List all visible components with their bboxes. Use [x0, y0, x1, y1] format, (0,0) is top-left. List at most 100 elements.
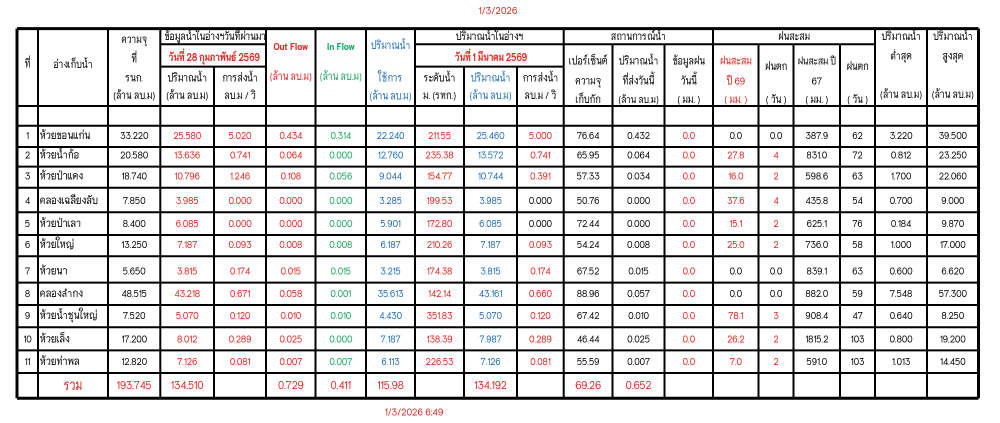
svg-text:65.95: 65.95: [577, 148, 600, 161]
svg-text:0.120: 0.120: [530, 309, 550, 322]
svg-text:ข้อมูลฝน: ข้อมูลฝน: [673, 53, 705, 68]
svg-text:0.0: 0.0: [730, 264, 742, 277]
svg-text:0.000: 0.000: [228, 194, 251, 207]
svg-text:0.289: 0.289: [229, 332, 252, 345]
svg-text:76.64: 76.64: [577, 128, 599, 141]
svg-text:0.015: 0.015: [330, 264, 351, 277]
svg-text:17.000: 17.000: [940, 237, 966, 250]
svg-text:ใช้การ: ใช้การ: [378, 70, 403, 84]
svg-text:25.460: 25.460: [477, 128, 505, 141]
svg-text:7.987: 7.987: [479, 332, 502, 345]
svg-text:0.093: 0.093: [529, 237, 552, 250]
svg-text:0.000: 0.000: [329, 148, 352, 161]
svg-text:0.0: 0.0: [683, 264, 695, 277]
svg-text:0.700: 0.700: [890, 194, 913, 207]
svg-text:ห้วยใหญ่: ห้วยใหญ่: [40, 236, 74, 250]
svg-text:ที่ส่งวันนี้: ที่ส่งวันนี้: [623, 72, 655, 87]
svg-text:5: 5: [25, 216, 30, 229]
svg-text:16.0: 16.0: [728, 169, 743, 182]
svg-text:0.0: 0.0: [683, 148, 695, 161]
svg-text:ห้วยนา: ห้วยนา: [40, 263, 67, 277]
svg-text:50.76: 50.76: [577, 194, 600, 207]
svg-text:0.010: 0.010: [628, 309, 649, 322]
svg-text:0.056: 0.056: [329, 169, 352, 182]
svg-text:(ล้าน ลบ.ม): (ล้าน ลบ.ม): [618, 92, 658, 105]
svg-text:7.126: 7.126: [177, 354, 197, 367]
svg-text:11: 11: [25, 354, 32, 367]
svg-text:48.515: 48.515: [121, 286, 147, 299]
svg-text:คลองลำกง: คลองลำกง: [40, 285, 83, 299]
svg-text:(ล้าน ลบ.ม): (ล้าน ลบ.ม): [470, 87, 512, 101]
svg-text:0.0: 0.0: [683, 332, 695, 345]
svg-text:0.007: 0.007: [627, 354, 650, 367]
svg-text:0.108: 0.108: [280, 169, 301, 182]
svg-text:0.0: 0.0: [730, 286, 742, 299]
svg-text:ม. (รทก.): ม. (รทก.): [423, 87, 456, 101]
svg-text:0.800: 0.800: [890, 332, 913, 345]
svg-text:(ล้าน ลบ.ม): (ล้าน ลบ.ม): [370, 88, 412, 102]
svg-text:3.985: 3.985: [478, 194, 502, 207]
svg-text:ฝนสะสม: ฝนสะสม: [720, 53, 752, 67]
svg-text:0.008: 0.008: [627, 237, 650, 250]
svg-text:0.0: 0.0: [770, 264, 782, 277]
svg-text:142.14: 142.14: [428, 286, 451, 299]
svg-text:4: 4: [772, 148, 778, 161]
svg-text:19.200: 19.200: [940, 332, 966, 345]
svg-text:35.613: 35.613: [377, 286, 404, 299]
svg-text:(ล้าน ลบ.ม): (ล้าน ลบ.ม): [320, 68, 362, 82]
svg-text:1.246: 1.246: [230, 169, 250, 182]
svg-text:13.572: 13.572: [478, 148, 504, 161]
svg-text:3.815: 3.815: [176, 264, 197, 277]
svg-text:ระดับน้ำ: ระดับน้ำ: [424, 70, 455, 84]
svg-text:9.870: 9.870: [941, 216, 964, 229]
svg-text:ปริมาณน้ำ: ปริมาณน้ำ: [881, 28, 921, 42]
svg-text:0.064: 0.064: [279, 148, 302, 161]
svg-text:5.020: 5.020: [229, 128, 252, 141]
svg-text:210.26: 210.26: [427, 237, 453, 250]
svg-text:57.33: 57.33: [577, 169, 600, 182]
svg-text:67.52: 67.52: [577, 264, 600, 277]
svg-text:วันนี้: วันนี้: [680, 72, 698, 87]
svg-text:ห้วยป่าแดง: ห้วยป่าแดง: [40, 168, 83, 182]
svg-text:สูงสุด: สูงสุด: [942, 48, 963, 63]
svg-text:0.652: 0.652: [626, 379, 652, 393]
svg-text:103: 103: [851, 354, 865, 367]
svg-text:5.650: 5.650: [123, 264, 146, 277]
svg-text:ที่: ที่: [131, 51, 137, 65]
svg-text:0.057: 0.057: [627, 286, 650, 299]
svg-text:0.0: 0.0: [683, 354, 695, 367]
svg-text:882.0: 882.0: [805, 286, 828, 299]
svg-text:3.985: 3.985: [175, 194, 199, 207]
svg-text:ที่: ที่: [25, 56, 31, 70]
svg-text:226.53: 226.53: [426, 354, 454, 367]
svg-text:387.9: 387.9: [804, 128, 828, 141]
svg-text:ความจุ: ความจุ: [575, 73, 601, 88]
svg-text:22.060: 22.060: [939, 169, 967, 182]
svg-text:26.2: 26.2: [727, 332, 745, 345]
svg-text:138.39: 138.39: [427, 332, 453, 345]
svg-text:วันที่ 1 มีนาคม 2569: วันที่ 1 มีนาคม 2569: [455, 46, 528, 63]
svg-text:67.42: 67.42: [577, 309, 600, 322]
svg-text:8.400: 8.400: [123, 216, 146, 229]
svg-text:63: 63: [852, 169, 863, 182]
svg-text:ห้วยเล็ง: ห้วยเล็ง: [40, 331, 70, 345]
svg-text:27.8: 27.8: [727, 148, 744, 161]
svg-text:0.025: 0.025: [627, 332, 650, 345]
svg-text:0.174: 0.174: [230, 264, 250, 277]
svg-text:(ล้าน ลบ.ม): (ล้าน ลบ.ม): [113, 87, 155, 101]
svg-text:ห้วยน้ำก้อ: ห้วยน้ำก้อ: [40, 147, 79, 161]
svg-text:5.000: 5.000: [529, 128, 552, 141]
svg-text:7.187: 7.187: [481, 237, 501, 250]
svg-text:0.174: 0.174: [530, 264, 550, 277]
svg-text:33.220: 33.220: [119, 128, 148, 141]
svg-text:0.432: 0.432: [627, 128, 650, 141]
svg-text:72: 72: [852, 148, 863, 161]
svg-text:15.1: 15.1: [729, 216, 743, 229]
svg-text:63: 63: [852, 264, 863, 277]
svg-text:0.010: 0.010: [280, 309, 301, 322]
svg-text:174.38: 174.38: [427, 264, 453, 277]
svg-text:1: 1: [26, 128, 30, 141]
svg-text:6.085: 6.085: [479, 216, 502, 229]
svg-text:0.184: 0.184: [891, 216, 911, 229]
svg-text:5.901: 5.901: [380, 216, 401, 229]
